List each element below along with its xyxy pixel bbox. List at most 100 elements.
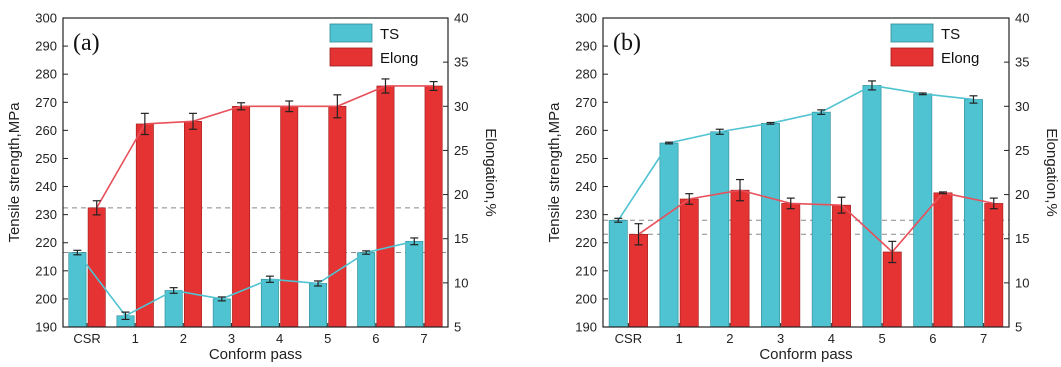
bar-ts-4 <box>260 278 279 328</box>
legend-swatch-elong <box>890 47 934 67</box>
bar-elong-CSR <box>629 234 648 328</box>
x-tick-label: 1 <box>676 331 683 346</box>
y-tick-label: 190 <box>575 320 597 335</box>
bar-elong-7 <box>984 203 1004 328</box>
y2-tick-label: 25 <box>454 143 468 158</box>
y-tick-label: 270 <box>575 95 597 110</box>
x-tick-label: 6 <box>929 331 936 346</box>
x-tick-label: 6 <box>372 331 379 346</box>
x-tick-label: 3 <box>777 331 784 346</box>
bar-elong-2 <box>730 189 750 328</box>
y-tick-label: 290 <box>35 39 57 54</box>
y2-tick-label: 20 <box>1015 187 1029 202</box>
line-elong <box>638 189 994 254</box>
y-tick-label: 250 <box>35 151 57 166</box>
y2-tick-label: 30 <box>454 99 468 114</box>
bar-elong-5 <box>882 251 902 328</box>
plot-frame <box>602 17 1010 328</box>
y2-tick-label: 5 <box>454 320 461 335</box>
bar-elong-7 <box>424 85 443 328</box>
legend-swatch-ts <box>329 23 373 43</box>
x-tick-label: 4 <box>276 331 283 346</box>
x-tick-label: 7 <box>420 331 427 346</box>
x-tick-label: 3 <box>228 331 235 346</box>
y2-tick-label: 15 <box>454 231 468 246</box>
y-tick-label: 220 <box>575 235 597 250</box>
bar-elong-6 <box>933 192 953 328</box>
x-tick-label: 5 <box>879 331 886 346</box>
plot-frame <box>62 17 449 328</box>
bar-elong-4 <box>280 105 299 328</box>
legend-swatch-elong <box>329 47 373 67</box>
x-tick-label: CSR <box>73 331 100 346</box>
y-tick-label: 200 <box>575 291 597 306</box>
y-tick-label: 260 <box>575 123 597 138</box>
y-tick-label: 190 <box>35 320 57 335</box>
legend-label-elong: Elong <box>380 50 418 67</box>
chart-panel-b: 1902002102202302402502602702802903005101… <box>546 11 1060 364</box>
bar-elong-CSR <box>87 207 106 328</box>
y-tick-label: 260 <box>35 123 57 138</box>
bar-elong-1 <box>135 123 154 328</box>
x-tick-label: 1 <box>132 331 139 346</box>
x-tick-label: 7 <box>980 331 987 346</box>
y-tick-label: 200 <box>35 291 57 306</box>
bar-ts-2 <box>164 290 183 328</box>
y-tick-label: 250 <box>575 151 597 166</box>
x-axis-title: Conform pass <box>209 346 302 363</box>
y2-tick-label: 10 <box>454 275 468 290</box>
y-tick-label: 220 <box>35 235 57 250</box>
bar-ts-CSR <box>608 219 628 328</box>
y2-tick-label: 35 <box>1015 55 1029 70</box>
y-tick-label: 290 <box>575 39 597 54</box>
x-axis-title: Conform pass <box>759 346 852 363</box>
y2-tick-label: 30 <box>1015 99 1029 114</box>
bar-ts-1 <box>659 142 679 328</box>
bar-ts-7 <box>964 99 983 328</box>
bar-elong-1 <box>679 198 699 328</box>
bar-elong-5 <box>328 105 347 328</box>
x-tick-label: CSR <box>615 331 642 346</box>
x-tick-label: 5 <box>324 331 331 346</box>
bar-ts-3 <box>761 123 780 328</box>
y-tick-label: 210 <box>575 263 597 278</box>
y-tick-label: 230 <box>35 207 57 222</box>
bar-elong-2 <box>184 120 202 328</box>
panel-label: (b) <box>613 30 641 56</box>
legend-label-ts: TS <box>380 26 399 43</box>
bar-ts-5 <box>862 85 882 328</box>
y-tick-label: 210 <box>35 263 57 278</box>
x-tick-label: 4 <box>828 331 835 346</box>
y-tick-label: 300 <box>35 11 57 26</box>
y-tick-label: 270 <box>35 95 57 110</box>
bar-ts-3 <box>212 298 231 328</box>
y-axis-title: Tensile strength,MPa <box>546 102 563 243</box>
y-tick-label: 240 <box>35 179 57 194</box>
chart-panel-a: 1902002102202302402502602702802903005101… <box>6 11 499 364</box>
y2-axis-title: Elongation,% <box>482 128 499 216</box>
bar-elong-3 <box>781 203 801 328</box>
y-axis-title: Tensile strength,MPa <box>6 102 23 243</box>
bar-elong-6 <box>376 85 395 328</box>
y2-axis-title: Elongation,% <box>1043 128 1060 216</box>
bar-ts-CSR <box>68 252 87 328</box>
y-tick-label: 240 <box>575 179 597 194</box>
x-tick-label: 2 <box>726 331 733 346</box>
y2-tick-label: 15 <box>1015 231 1029 246</box>
y2-tick-label: 25 <box>1015 143 1029 158</box>
y-tick-label: 300 <box>575 11 597 26</box>
y2-tick-label: 40 <box>1015 11 1029 26</box>
bar-elong-4 <box>832 204 851 328</box>
y-tick-label: 280 <box>575 67 597 82</box>
panel-label: (a) <box>73 30 100 56</box>
y2-tick-label: 5 <box>1015 320 1022 335</box>
bar-ts-4 <box>811 111 831 328</box>
y2-tick-label: 40 <box>454 11 468 26</box>
y2-tick-label: 35 <box>454 55 468 70</box>
bar-ts-5 <box>309 283 327 328</box>
bar-ts-6 <box>913 93 933 328</box>
legend-label-ts: TS <box>941 26 960 43</box>
y2-tick-label: 20 <box>454 187 468 202</box>
y-tick-label: 230 <box>575 207 597 222</box>
line-elong <box>96 85 434 209</box>
